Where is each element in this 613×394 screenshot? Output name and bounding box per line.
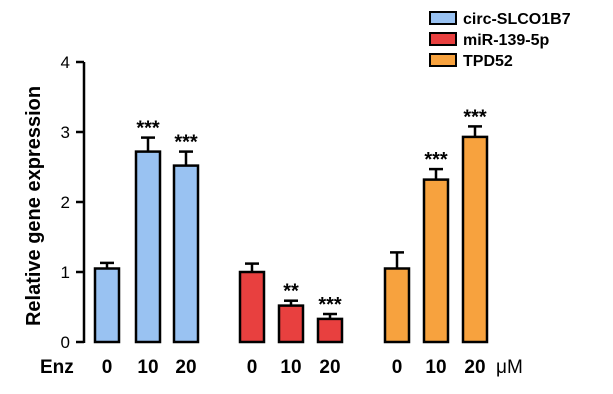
x-tick-label: 10	[137, 357, 158, 378]
significance-label: ***	[424, 149, 448, 171]
x-prefix-label: Enz	[40, 357, 74, 378]
legend-swatch	[429, 11, 457, 25]
bar	[93, 267, 121, 344]
legend: circ-SLCO1B7 miR-139-5p TPD52	[429, 11, 571, 70]
bar	[277, 304, 305, 344]
x-tick-label: 0	[247, 357, 258, 378]
significance-label: ***	[463, 106, 487, 128]
x-tick-label: 0	[392, 357, 403, 378]
significance-label: ***	[174, 132, 198, 154]
bar	[383, 267, 411, 344]
bar	[461, 135, 489, 344]
y-axis: 0 1 2 3 4	[61, 53, 86, 352]
bar	[316, 317, 344, 344]
bar	[172, 164, 200, 344]
legend-label: TPD52	[463, 53, 513, 70]
x-tick-label: 20	[319, 357, 340, 378]
bar	[238, 270, 266, 344]
y-tick-label: 3	[61, 123, 70, 142]
legend-label: miR-139-5p	[463, 32, 549, 49]
x-tick-label: 10	[280, 357, 301, 378]
y-tick-label: 1	[61, 263, 70, 282]
legend-swatch	[429, 53, 457, 67]
significance-label: ***	[318, 294, 342, 316]
bars: *****************	[93, 106, 489, 344]
significance-label: **	[283, 281, 299, 303]
x-tick-label: 10	[425, 357, 446, 378]
bar	[134, 150, 162, 344]
x-axis: Enz μM 0 10 20 0 10 20 0 10 20	[40, 357, 523, 378]
bar	[422, 178, 450, 344]
y-tick-label: 4	[61, 53, 70, 72]
significance-label: ***	[136, 118, 160, 140]
x-tick-label: 0	[102, 357, 113, 378]
y-tick-label: 0	[61, 333, 70, 352]
legend-swatch	[429, 32, 457, 46]
x-tick-label: 20	[175, 357, 196, 378]
x-tick-label: 20	[464, 357, 485, 378]
y-axis-title: Relative gene expression	[23, 86, 45, 326]
legend-label: circ-SLCO1B7	[463, 11, 571, 28]
x-unit-label: μM	[496, 357, 523, 378]
y-tick-label: 2	[61, 193, 70, 212]
